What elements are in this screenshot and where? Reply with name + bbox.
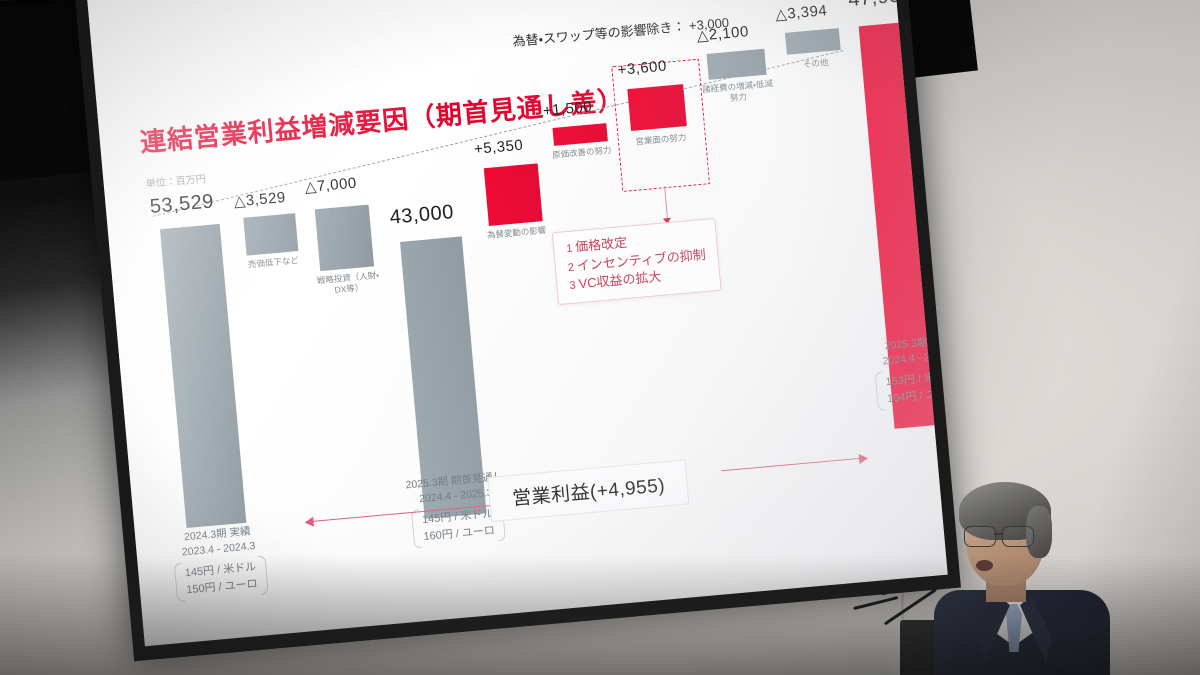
callout-item-1-text: 価格改定	[574, 234, 628, 255]
bar-sales-efforts	[627, 84, 687, 131]
callout-box: 1 価格改定 2 インセンティブの抑制 3 VC収益の拡大	[551, 217, 722, 305]
bar-label-other: その他	[802, 57, 829, 70]
bar-strategic-investment	[314, 204, 375, 272]
summary-box-label: 営業利益(+4,955)	[511, 475, 666, 510]
callout-item-2-number: 2	[567, 261, 575, 274]
bar-label-price-decline: 売価低下など	[247, 255, 300, 270]
callout-item-3-number: 3	[569, 279, 577, 293]
bar-fx-impact	[483, 163, 543, 226]
glasses-bridge	[994, 533, 1002, 535]
bar-price-decline	[243, 213, 299, 256]
floor-shadow	[0, 555, 1200, 675]
bar-value-expenses: △2,100	[696, 23, 750, 45]
glasses-lens-right	[1002, 526, 1034, 547]
callout-stem	[664, 186, 669, 221]
presentation-slide: TOTO 連結営業利益増減要因（期首見通し差） 為替・スワップ等の影響除き： +…	[85, 0, 948, 646]
bar-other	[784, 28, 841, 55]
period-mid-fx: 145円 / 米ドル 160円 / ユーロ	[421, 508, 496, 543]
bar-expenses	[706, 48, 767, 80]
unit-note: 単位：百万円	[145, 173, 207, 191]
summary-arrow-left-icon	[304, 516, 314, 528]
bar-value-fy2024-actual: 53,529	[148, 190, 215, 218]
bar-label-cost-improvement: 原価改善の努力	[551, 144, 612, 161]
bar-label-fx-impact: 為替変動の影響	[486, 224, 547, 241]
glasses-lens-left	[964, 526, 996, 547]
bar-fy2024-actual	[159, 223, 247, 529]
callout-item-1-number: 1	[565, 242, 573, 256]
bar-value-strategic-investment: △7,000	[304, 174, 358, 197]
summary-line-right	[721, 457, 862, 472]
bar-value-price-decline: △3,529	[233, 188, 287, 211]
bar-value-other: △3,394	[774, 2, 828, 24]
screen-surface: TOTO 連結営業利益増減要因（期首見通し差） 為替・スワップ等の影響除き： +…	[85, 0, 948, 647]
bar-cost-improvement	[552, 123, 608, 146]
bar-label-strategic-investment: 戦略投資（人財・DX等）	[316, 269, 380, 296]
bar-value-fx-impact: +5,350	[473, 136, 524, 158]
speaker-glasses-icon	[964, 526, 1036, 547]
summary-arrow-right-icon	[858, 453, 869, 464]
bar-value-fy2025-initial-forecast: 43,000	[388, 201, 455, 229]
